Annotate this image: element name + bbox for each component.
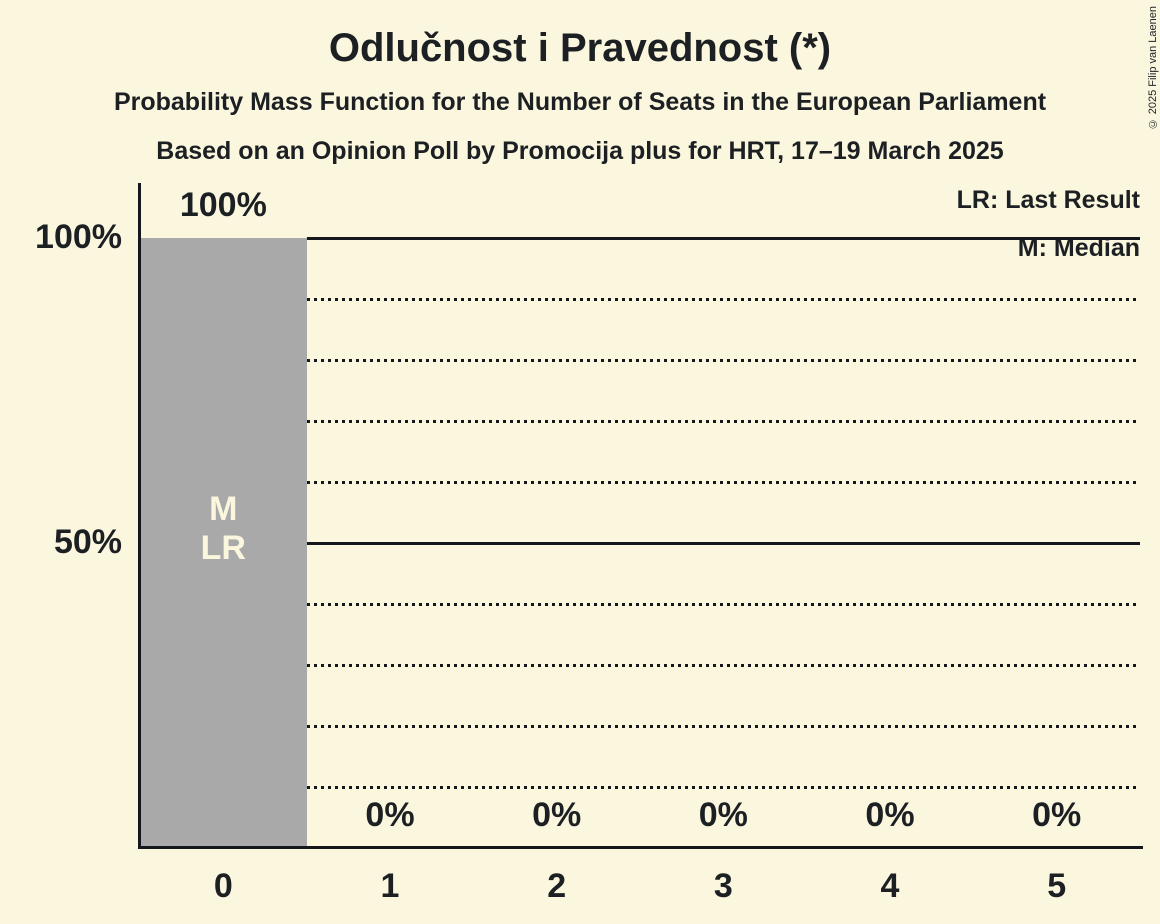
chart-subtitle: Probability Mass Function for the Number… (113, 88, 1047, 116)
bar-value-label-3: 0% (698, 796, 748, 834)
y-tick-label-100pct: 100% (35, 218, 122, 256)
bar-value-label-4: 0% (865, 796, 915, 834)
bar-seats-0 (140, 238, 307, 848)
gridline-solid-50pct (306, 541, 1140, 545)
y-axis-line (138, 183, 141, 849)
x-tick-label-4: 4 (880, 867, 900, 905)
bar-value-label-1: 0% (365, 796, 415, 834)
gridline-dotted-90pct (306, 297, 1140, 301)
chart-title: Odlučnost i Pravednost (*) (328, 26, 832, 70)
bar-value-label-2: 0% (532, 796, 582, 834)
poll-details: Based on an Opinion Poll by Promocija pl… (156, 137, 1004, 165)
gridline-dotted-40pct (306, 602, 1140, 606)
median-last-result-marker: M LR (140, 490, 307, 568)
gridline-dotted-30pct (306, 663, 1140, 667)
gridline-dotted-70pct (306, 419, 1140, 423)
marker-line-m: M (209, 490, 238, 528)
x-tick-label-1: 1 (380, 867, 400, 905)
marker-line-lr: LR (200, 529, 246, 567)
gridline-dotted-80pct (306, 358, 1140, 362)
gridline-solid-100pct (306, 236, 1140, 240)
x-tick-label-5: 5 (1047, 867, 1067, 905)
x-tick-label-0: 0 (213, 867, 233, 905)
legend-last-result: LR: Last Result (956, 186, 1140, 214)
x-tick-label-2: 2 (547, 867, 567, 905)
bar-value-label-0: 100% (179, 186, 267, 224)
x-tick-label-3: 3 (713, 867, 733, 905)
bar-value-label-5: 0% (1032, 796, 1082, 834)
x-axis-line (138, 846, 1143, 849)
gridline-dotted-10pct (306, 785, 1140, 789)
y-tick-label-50pct: 50% (53, 523, 122, 561)
copyright-notice: © 2025 Filip van Laenen (1147, 6, 1159, 130)
gridline-dotted-20pct (306, 724, 1140, 728)
gridline-dotted-60pct (306, 480, 1140, 484)
